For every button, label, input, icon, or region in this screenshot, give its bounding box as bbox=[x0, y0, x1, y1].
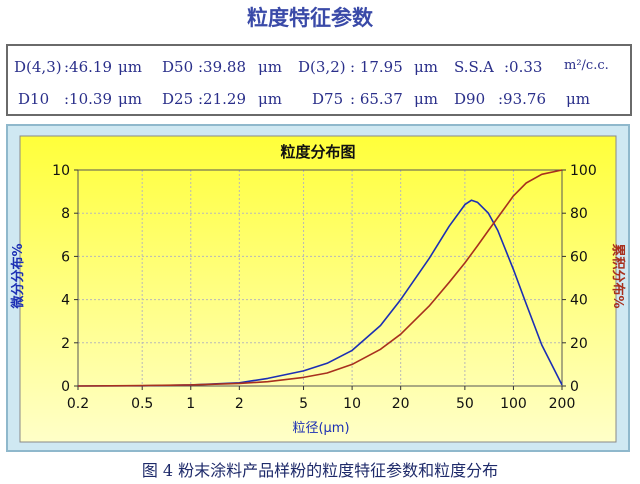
param-label-d25: D25 bbox=[162, 90, 194, 108]
figure-caption: 图 4 粉末涂料产品样粉的粒度特征参数和粒度分布 bbox=[141, 461, 499, 480]
x-tick-label: 10 bbox=[343, 396, 361, 412]
y-tick-label-right: 20 bbox=[570, 336, 588, 352]
param-label-d50: D50 bbox=[162, 58, 194, 76]
param-unit: μm bbox=[258, 90, 282, 108]
param-unit-ssa: m²/c.c. bbox=[564, 58, 609, 73]
particle-size-chart: 粒度分布图 0.2 0.5 1 2 5 10 20 50 100 2000246810020406… bbox=[10, 135, 626, 443]
page-heading: 粒度特征参数 bbox=[247, 6, 373, 30]
x-tick-label: 200 bbox=[549, 396, 576, 412]
y-tick-label-right: 0 bbox=[570, 379, 579, 395]
y-axis-label-right: 累积分布% bbox=[610, 243, 626, 308]
differential-distribution-line bbox=[77, 199, 563, 387]
x-tick-label: 2 bbox=[235, 396, 244, 412]
chart-frame: 粒度分布图 0.2 0.5 1 2 5 10 20 50 100 200 0 2 4 6 8 10 0 20 40 6… bbox=[6, 124, 630, 452]
x-tick-label: 20 bbox=[392, 396, 410, 412]
x-tick-label: 50 bbox=[456, 396, 474, 412]
axes bbox=[74, 169, 566, 390]
y-tick-label-right: 80 bbox=[570, 206, 588, 222]
x-tick-label: 1 bbox=[186, 396, 195, 412]
cumulative-distribution-line bbox=[77, 169, 563, 387]
x-tick-label: 5 bbox=[299, 396, 308, 412]
plot-area-border bbox=[77, 169, 563, 387]
param-value-d32: : 17.95 bbox=[350, 58, 403, 76]
plot-background bbox=[19, 135, 617, 443]
x-tick-label: 100 bbox=[500, 396, 527, 412]
series-group bbox=[77, 169, 563, 387]
y-tick-label-left: 4 bbox=[61, 293, 70, 309]
grid bbox=[78, 170, 562, 386]
param-unit: μm bbox=[258, 58, 282, 76]
chart-title: 粒度分布图 bbox=[280, 143, 355, 161]
param-label-d43: D(4,3) bbox=[14, 58, 62, 76]
param-unit: μm bbox=[414, 90, 438, 108]
y-tick-label-left: 6 bbox=[61, 249, 70, 265]
param-value-d50: :39.88 bbox=[198, 58, 246, 76]
param-unit: μm bbox=[118, 90, 142, 108]
parameter-panel: D(4,3) :46.19 μm D50 :39.88 μm D(3,2) : … bbox=[6, 44, 632, 116]
x-tick-label: 0.5 bbox=[131, 396, 153, 412]
y-tick-label-right: 100 bbox=[570, 163, 597, 179]
param-value-d75: : 65.37 bbox=[350, 90, 403, 108]
x-axis-label: 粒径(μm) bbox=[292, 421, 349, 436]
param-label-ssa: S.S.A bbox=[454, 58, 494, 76]
param-value-ssa: :0.33 bbox=[504, 58, 543, 76]
param-label-d90: D90 bbox=[454, 90, 486, 108]
param-unit: μm bbox=[118, 58, 142, 76]
param-value-d25: :21.29 bbox=[198, 90, 246, 108]
y-axis-label-left: 微分分布% bbox=[10, 243, 26, 309]
param-value-d90: :93.76 bbox=[498, 90, 546, 108]
x-tick-label: 0.2 bbox=[67, 396, 89, 412]
param-label-d75: D75 bbox=[312, 90, 344, 108]
y-tick-label-left: 10 bbox=[52, 163, 70, 179]
y-tick-label-left: 0 bbox=[61, 379, 70, 395]
y-tick-label-left: 8 bbox=[61, 206, 70, 222]
param-label-d32: D(3,2) bbox=[298, 58, 346, 76]
param-value-d10: :10.39 bbox=[64, 90, 112, 108]
y-tick-label-left: 2 bbox=[61, 336, 70, 352]
param-value-d43: :46.19 bbox=[64, 58, 112, 76]
y-tick-label-right: 60 bbox=[570, 249, 588, 265]
param-unit: μm bbox=[414, 58, 438, 76]
param-label-d10: D10 bbox=[18, 90, 50, 108]
param-unit: μm bbox=[566, 90, 590, 108]
y-tick-label-right: 40 bbox=[570, 293, 588, 309]
